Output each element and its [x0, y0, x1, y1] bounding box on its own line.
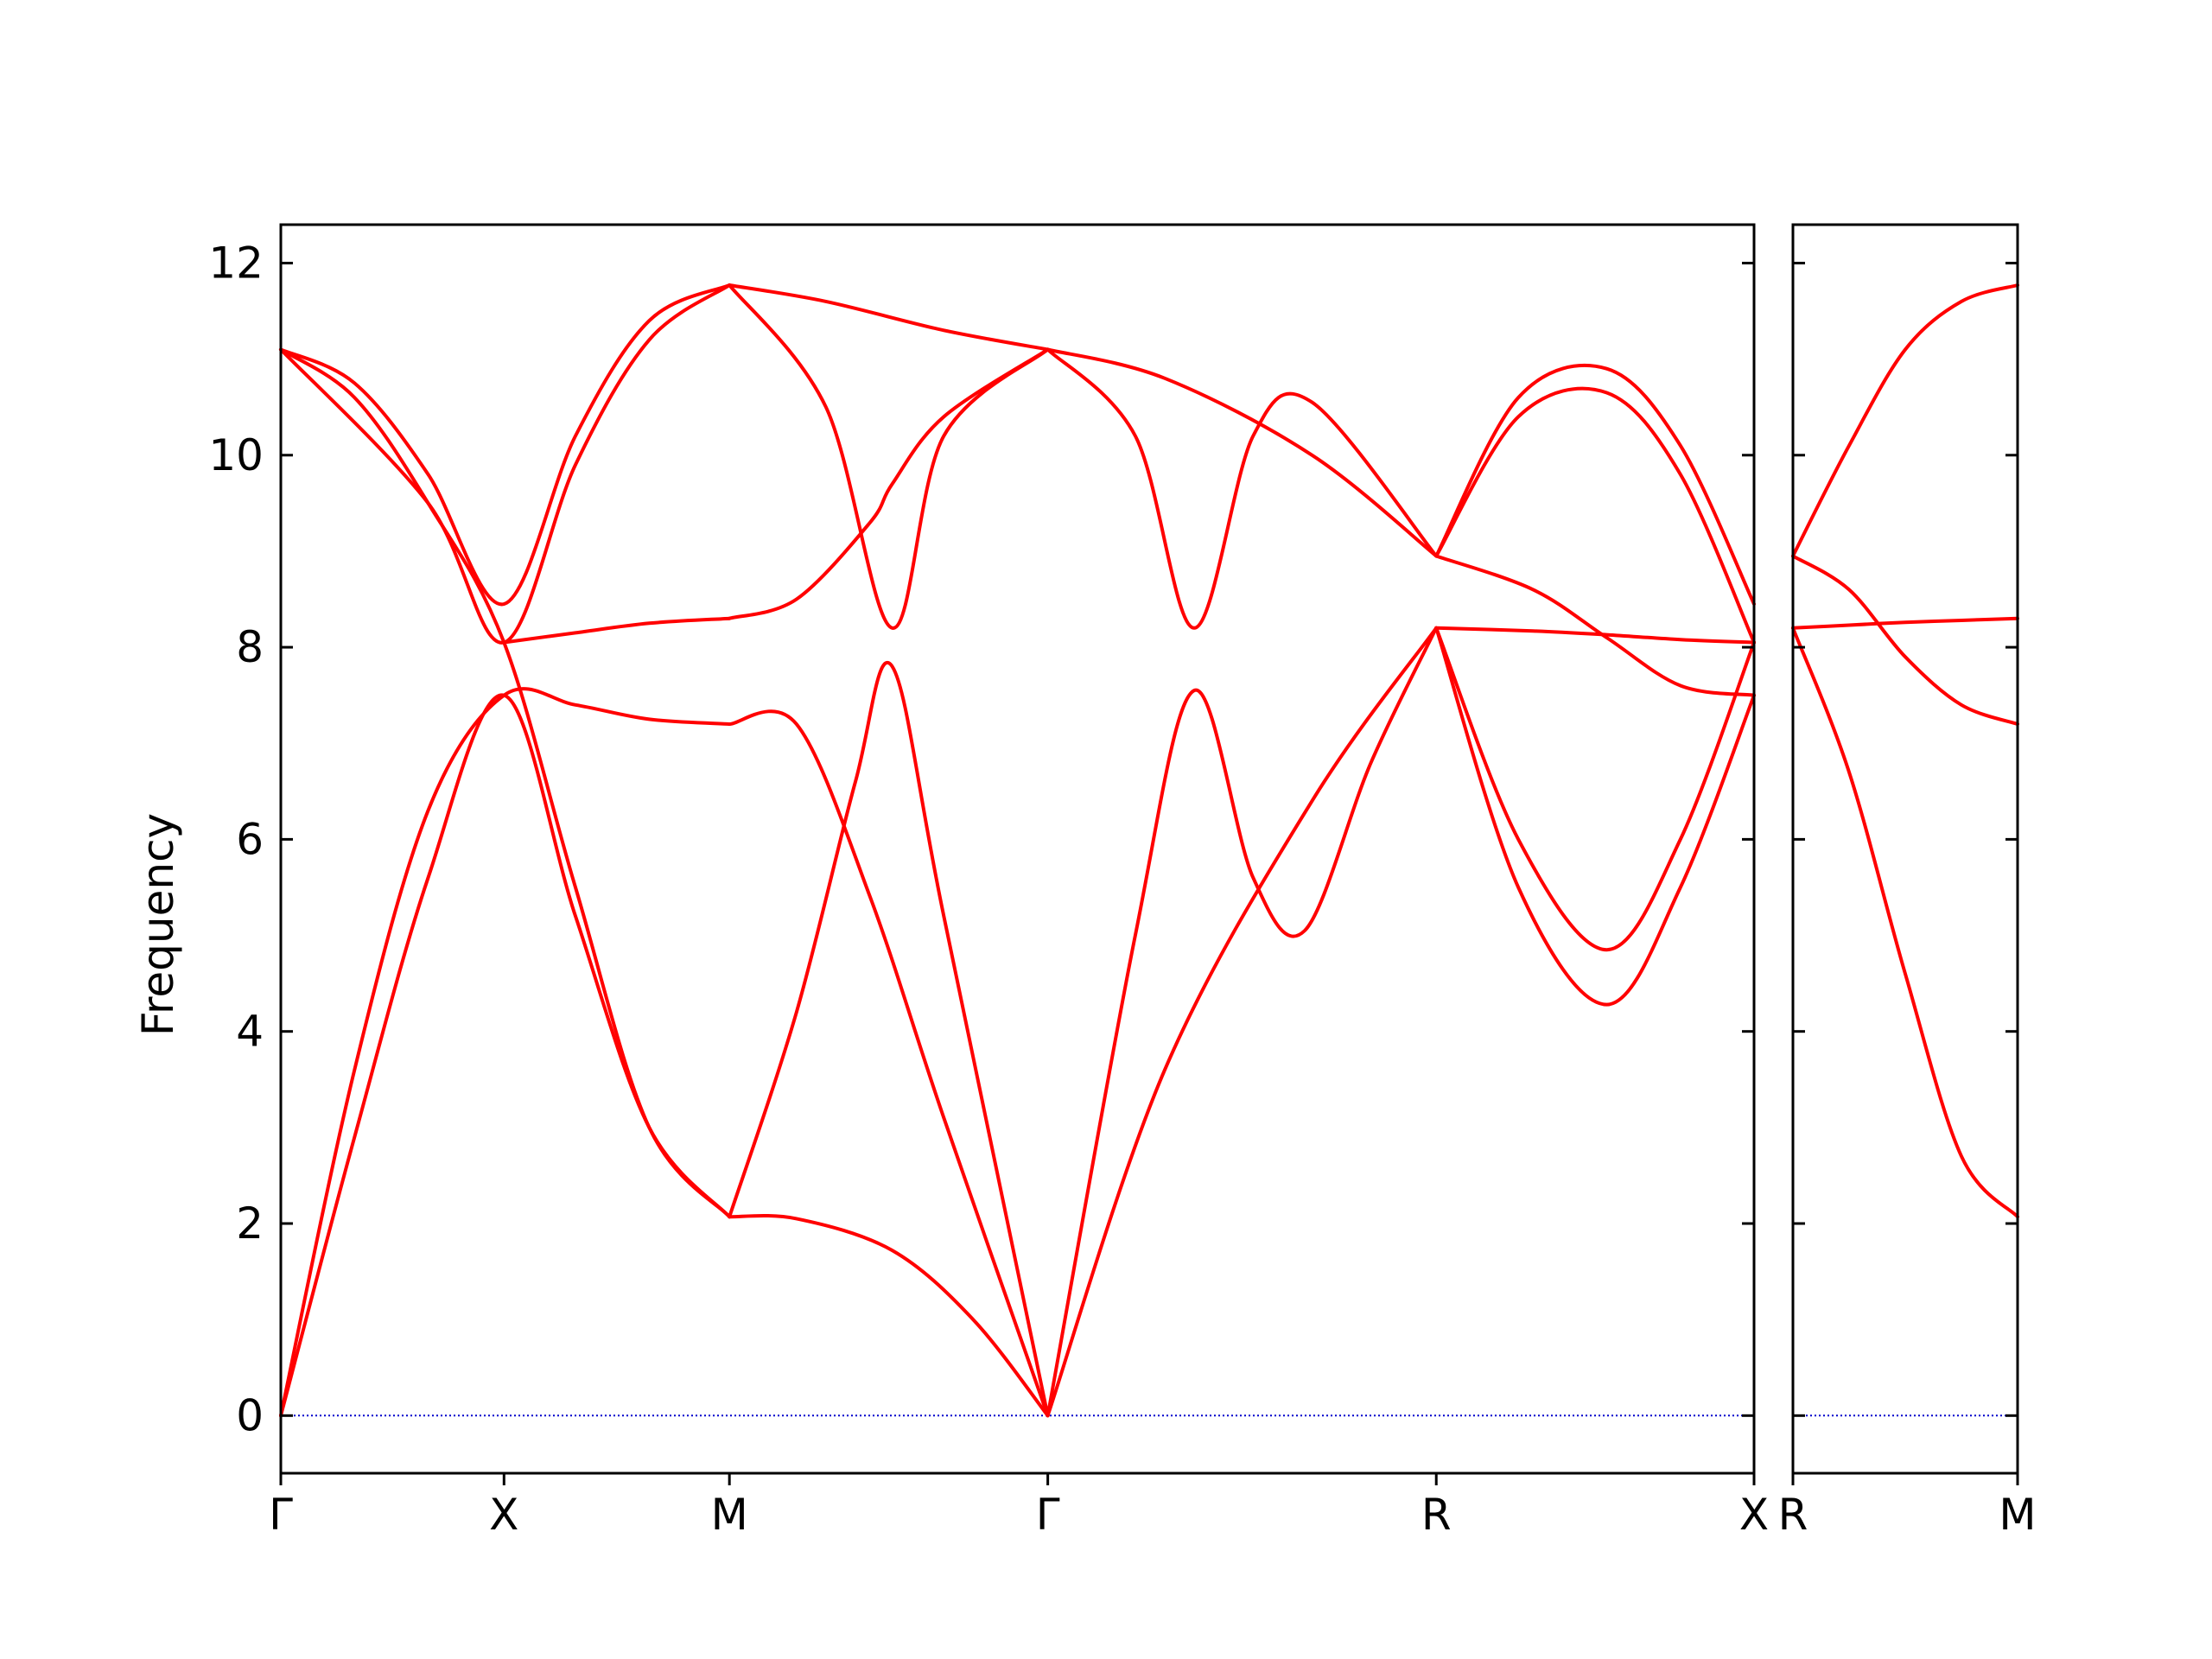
- main-panel: 0 2 4 6 8 10 12 Γ X M Γ R X: [208, 223, 1769, 1540]
- band-line-9: [728, 661, 1050, 1418]
- band-line-1: [279, 687, 732, 1418]
- band-line-2: [1791, 554, 2019, 726]
- band-line-13: [1046, 626, 1439, 1418]
- x-tick-label: R: [1421, 1490, 1452, 1540]
- band-line-11: [728, 283, 1050, 630]
- band-line-14: [1046, 626, 1439, 1418]
- band-line-10: [728, 347, 1050, 620]
- y-axis-label: Frequency: [133, 813, 183, 1036]
- band-line-17: [1434, 626, 1756, 645]
- x-tick-label: M: [711, 1490, 748, 1540]
- band-line-20: [1434, 626, 1756, 1007]
- y-tick-label: 10: [208, 430, 264, 480]
- plot-frame: [279, 223, 1756, 1475]
- band-line-16: [1046, 347, 1439, 558]
- y-tick-label: 6: [236, 814, 264, 864]
- band-line-2: [279, 693, 732, 1418]
- band-line-8: [728, 709, 1050, 1418]
- band-line-22: [1434, 363, 1756, 607]
- plot-frame: [1791, 223, 2019, 1475]
- band-line-12: [728, 283, 1050, 352]
- band-line-19: [1434, 626, 1756, 952]
- band-line-21: [1434, 386, 1756, 645]
- y-tick-label: 8: [236, 622, 264, 672]
- band-line-3: [1791, 626, 2019, 1219]
- x-tick-label: M: [1999, 1490, 2036, 1540]
- y-tick-label: 4: [236, 1007, 264, 1057]
- band-line-4: [1791, 283, 2019, 558]
- x-tick-label: Γ: [269, 1490, 293, 1540]
- x-tick-label: R: [1778, 1490, 1808, 1540]
- x-tick-label: X: [1739, 1490, 1769, 1540]
- band-line-6: [502, 616, 732, 645]
- x-tick-label: X: [489, 1490, 518, 1540]
- x-tick-label: Γ: [1036, 1490, 1060, 1540]
- y-tick-label: 0: [236, 1390, 264, 1440]
- band-line-3: [279, 347, 732, 1219]
- band-line-5: [279, 283, 732, 645]
- band-line-18: [1434, 554, 1756, 697]
- y-tick-label: 2: [236, 1198, 264, 1249]
- y-tick-label: 12: [208, 238, 264, 288]
- band-line-1: [1791, 616, 2019, 630]
- band-line-4: [279, 283, 732, 607]
- band-line-15: [1046, 347, 1439, 630]
- band-line-7: [728, 1213, 1050, 1418]
